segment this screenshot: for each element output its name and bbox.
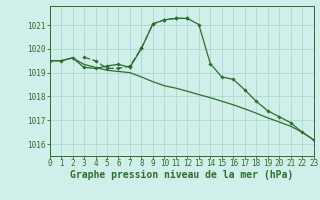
X-axis label: Graphe pression niveau de la mer (hPa): Graphe pression niveau de la mer (hPa) bbox=[70, 170, 293, 180]
